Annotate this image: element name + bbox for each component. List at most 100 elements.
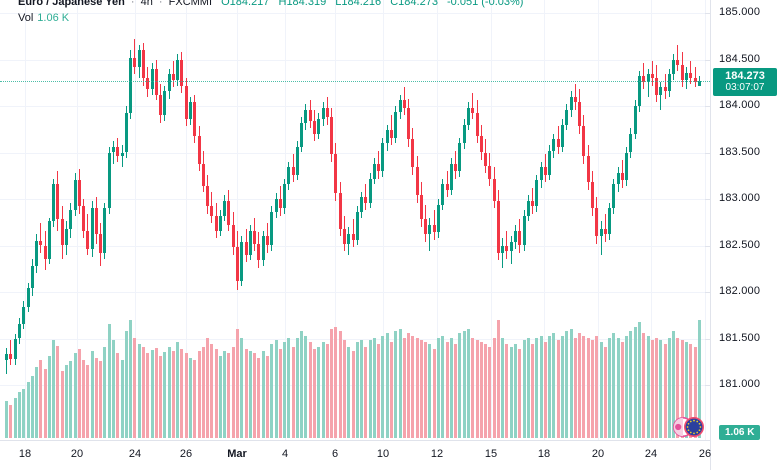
candle-body [95, 208, 98, 235]
chart-gridlines [0, 0, 710, 440]
candle-body [505, 245, 508, 252]
volume-bar [535, 338, 538, 438]
candle-body [180, 59, 183, 86]
volume-bar [373, 338, 376, 438]
volume-bar [523, 340, 526, 438]
candle-body [172, 74, 175, 80]
volume-bar [488, 347, 491, 438]
volume-value-badge[interactable]: 1.06 K [719, 425, 761, 440]
current-price-badge[interactable]: 184.273 03:07:07 [713, 68, 777, 96]
candle-body [488, 165, 491, 179]
time-axis-label: Mar [227, 448, 247, 460]
candle-wick [665, 74, 666, 99]
candle-body [548, 150, 551, 175]
time-gridline [491, 0, 492, 440]
candle-body [39, 240, 42, 246]
volume-bar [527, 338, 530, 438]
candle-body [232, 225, 235, 248]
volume-bar [151, 350, 154, 438]
volume-bar [133, 338, 136, 438]
candle-body [339, 193, 342, 229]
volume-bar [266, 356, 269, 438]
candle-body [35, 240, 38, 266]
price-axis-label: 181.500 [719, 332, 761, 344]
volume-bar [300, 331, 303, 438]
volume-bar [604, 347, 607, 438]
volume-bar [193, 360, 196, 438]
candle-body [48, 221, 51, 260]
candle-body [103, 208, 106, 253]
price-tick [705, 246, 711, 247]
volume-bar [424, 342, 427, 438]
volume-bar [74, 353, 77, 438]
price-tick [705, 153, 711, 154]
volume-bar [689, 344, 692, 438]
candle-wick [6, 347, 7, 374]
candle-body [304, 109, 307, 123]
volume-bar [411, 336, 414, 438]
volume-bar [219, 356, 222, 438]
volume-bar [142, 347, 145, 438]
candle-body [138, 50, 141, 67]
volume-bar [52, 340, 55, 438]
candle-body [219, 215, 222, 231]
volume-bar [155, 348, 158, 438]
volume-bar [659, 340, 662, 438]
candle-body [595, 208, 598, 237]
candle-body [518, 230, 521, 246]
candle-body [44, 245, 47, 260]
candle-body [61, 219, 64, 246]
candle-body [681, 65, 684, 80]
candle-body [514, 230, 517, 242]
candle-body [386, 130, 389, 144]
price-axis-label: 184.000 [719, 99, 761, 111]
volume-bar [44, 369, 47, 438]
candle-body [206, 185, 209, 207]
volume-bar [322, 342, 325, 438]
volume-bar [86, 365, 89, 438]
volume-bar [22, 389, 25, 438]
candle-body [467, 107, 470, 125]
volume-bar [343, 340, 346, 438]
candle-body [591, 182, 594, 209]
volume-bar [262, 351, 265, 438]
volume-bar [587, 338, 590, 438]
time-axis-label: 12 [430, 448, 444, 460]
candle-body [574, 96, 577, 103]
volume-bar [48, 356, 51, 438]
volume-bar [202, 347, 205, 438]
candle-body [9, 354, 12, 359]
volume-bar [61, 371, 64, 438]
time-scale[interactable]: 18 20 24 26 Mar 4 6 10 12 15 18 20 24 26 [0, 440, 711, 470]
candle-body [296, 146, 299, 175]
volume-bar [227, 353, 230, 438]
candle-body [604, 228, 607, 235]
candle-body [381, 143, 384, 172]
price-chart-plot[interactable] [0, 0, 710, 440]
volume-bar [236, 329, 239, 438]
volume-bar [232, 347, 235, 438]
volume-bar [18, 392, 21, 438]
candle-body [587, 156, 590, 183]
volume-bar [275, 340, 278, 438]
volume-bar [69, 361, 72, 438]
volume-bar [471, 338, 474, 438]
volume-bar [608, 338, 611, 438]
candle-body [215, 215, 218, 231]
price-tick [705, 385, 711, 386]
price-scale[interactable]: 185.000 184.500 184.000 183.500 183.000 182.5… [705, 0, 780, 470]
candle-wick [506, 230, 507, 259]
volume-bar [159, 356, 162, 438]
candle-wick [660, 81, 661, 110]
volume-bar [377, 344, 380, 438]
candle-body [535, 180, 538, 207]
candle-body [309, 109, 312, 121]
price-gridline [0, 246, 710, 247]
volume-bar [364, 347, 367, 438]
time-axis-label: 24 [644, 448, 658, 460]
candle-body [390, 130, 393, 138]
candle-body [501, 245, 504, 253]
candle-body [185, 85, 188, 119]
candle-body [168, 74, 171, 92]
